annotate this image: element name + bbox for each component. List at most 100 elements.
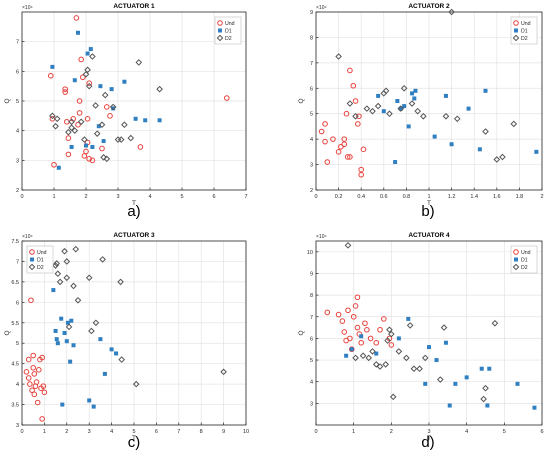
data-point-und	[358, 339, 365, 346]
data-point-und	[344, 154, 351, 160]
y-tick-label: 6.5	[11, 280, 19, 286]
data-point-d2	[376, 363, 384, 370]
legend-marker-d2	[28, 263, 36, 271]
y-tick-label: 4	[16, 129, 19, 135]
legend-label-d1: D1	[521, 29, 528, 35]
data-point-und	[28, 297, 34, 304]
legend-label-d1: D1	[225, 29, 232, 35]
data-point-und	[354, 324, 361, 331]
data-point-d2	[117, 136, 125, 143]
y-axis-label: Q	[4, 98, 11, 103]
x-tick-label: 3	[88, 429, 91, 435]
data-point-d1	[98, 84, 103, 89]
data-point-d2	[499, 153, 506, 161]
data-point-und	[89, 157, 96, 164]
data-point-und	[36, 367, 42, 373]
data-point-und	[373, 339, 380, 346]
y-tick-label: 5	[16, 341, 19, 347]
data-point-d2	[400, 84, 408, 92]
data-point-d1	[393, 160, 398, 165]
x-tick-label: 0.4	[357, 194, 365, 200]
y-tick-label: 7	[16, 40, 19, 46]
data-point-d2	[63, 274, 71, 282]
series-d1	[344, 316, 537, 410]
data-point-d2	[220, 368, 227, 376]
x-tick-label: 9	[222, 429, 225, 435]
data-point-d2	[68, 118, 75, 126]
data-point-d2	[442, 112, 450, 120]
data-point-und	[360, 146, 367, 153]
data-point-d1	[483, 88, 488, 93]
data-point-d1	[466, 106, 471, 111]
data-point-d2	[448, 8, 455, 16]
data-point-d2	[384, 337, 391, 344]
data-point-und	[80, 74, 86, 81]
data-point-d2	[414, 107, 422, 115]
y-tick-label: 3	[310, 163, 313, 169]
data-point-d2	[406, 322, 414, 329]
data-point-d2	[101, 91, 109, 99]
x-tick-label: 0.8	[403, 194, 411, 200]
data-point-und	[343, 110, 350, 117]
y-tick-label: 2	[310, 188, 313, 194]
data-point-d1	[157, 118, 162, 123]
legend-label-d2: D2	[37, 265, 44, 271]
data-point-und	[341, 136, 348, 142]
y-tick-label: 6	[310, 86, 313, 92]
series-und	[48, 15, 230, 168]
data-point-d2	[386, 110, 393, 118]
data-point-und	[75, 121, 81, 128]
data-point-d2	[117, 278, 124, 286]
data-point-und	[339, 318, 346, 324]
data-point-d1	[434, 358, 439, 363]
data-point-d2	[65, 323, 73, 331]
data-point-und	[29, 387, 35, 394]
data-point-und	[345, 307, 351, 314]
data-point-und	[335, 149, 342, 155]
chart-3: 0 1 2 3 4 5 6 7 8 9 10 3 3.5 4 4.5 5 5.5 6 6.5 7 7.5 ACTUATOR…	[4, 232, 249, 442]
data-point-und	[25, 356, 32, 363]
data-point-und	[347, 67, 353, 74]
legend-marker-d1	[218, 28, 222, 33]
data-point-und	[48, 72, 54, 79]
series-d1	[50, 30, 162, 170]
legend-label-d1: D1	[37, 258, 44, 264]
legend-label-und: Und	[521, 250, 531, 256]
data-point-d1	[56, 165, 61, 170]
data-point-d2	[52, 262, 59, 269]
x-tick-label: 0	[314, 194, 317, 200]
data-point-und	[62, 89, 68, 95]
data-point-d1	[412, 96, 417, 101]
y-exponent: ×10⁴	[22, 5, 33, 11]
x-tick-label: 2	[65, 429, 68, 435]
x-tick-label: 0	[20, 194, 23, 200]
data-point-d2	[352, 354, 359, 362]
data-point-d2	[420, 112, 427, 120]
data-point-d1	[133, 116, 138, 121]
data-point-d2	[436, 376, 444, 383]
x-tick-label: 10	[243, 429, 249, 435]
data-point-d1	[515, 381, 520, 386]
y-tick-label: 7.5	[11, 239, 19, 245]
data-point-und	[30, 364, 37, 371]
data-point-und	[34, 399, 41, 406]
y-tick-label: 9	[310, 271, 313, 277]
x-tick-label: 1	[43, 429, 46, 435]
data-point-d2	[84, 66, 91, 74]
data-point-d2	[346, 100, 354, 107]
data-point-d2	[118, 356, 125, 363]
data-point-und	[224, 95, 230, 101]
y-tick-label: 5	[310, 112, 313, 118]
chart-title: ACTUATOR 3	[113, 232, 155, 239]
x-tick-label: 4	[148, 194, 151, 200]
legend-marker-d2	[512, 263, 520, 271]
data-point-und	[39, 416, 45, 422]
data-point-und	[330, 136, 336, 142]
data-point-d2	[63, 258, 71, 265]
data-point-und	[40, 383, 47, 389]
y-tick-label: 4	[16, 382, 19, 388]
data-point-d2	[68, 124, 75, 132]
data-point-d1	[406, 124, 411, 129]
x-tick-label: 0	[314, 429, 317, 435]
